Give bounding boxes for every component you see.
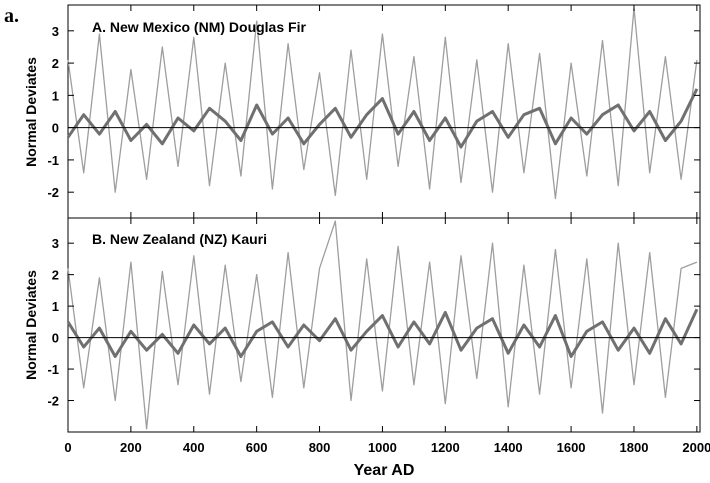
panel-b-y-tick-label: -2 (47, 394, 59, 409)
panel-b-x-tick-label: 1600 (557, 440, 586, 455)
panel-b-y-tick-label: 3 (52, 236, 59, 251)
panel-a-series-annual (67, 7, 698, 200)
panel-a-y-tick-label: 2 (52, 56, 59, 71)
panel-b-x-tick-label: 2000 (682, 440, 710, 455)
panel-b: -2 -1 0 1 2 3 0 200 400 600 800 1000 1200 1400 1600 18… (23, 217, 710, 455)
x-axis-label: Year AD (354, 462, 415, 479)
figure-label: a. (4, 5, 19, 27)
panel-a-series-layer (66, 7, 699, 200)
panel-b-x-tick-label: 600 (246, 440, 268, 455)
panel-b-frame (67, 217, 701, 433)
panel-a-x-ticks (67, 5, 698, 218)
panel-a-y-tick-label: 3 (52, 24, 59, 39)
panel-b-x-tick-label: 1400 (494, 440, 523, 455)
panel-b-y-tick-label: 0 (52, 331, 59, 346)
panel-b-x-ticks: 0 200 400 600 800 1000 1200 1400 1600 1800 2000 (64, 218, 710, 455)
panel-a-y-ticks: -2 -1 0 1 2 3 (47, 24, 700, 200)
panel-a-y-tick-label: 0 (52, 121, 59, 136)
panel-b-x-tick-label: 800 (309, 440, 331, 455)
panel-b-title: B. New Zealand (NZ) Kauri (92, 231, 267, 247)
panel-b-y-axis-label: Normal Deviates (23, 270, 39, 380)
panel-a-y-tick-label: -1 (47, 153, 59, 168)
panel-b-series-layer (66, 220, 699, 430)
panel-a-series-smoothed (66, 88, 699, 149)
panel-b-x-tick-label: 1000 (368, 440, 397, 455)
panel-b-x-tick-label: 1200 (431, 440, 460, 455)
panel-b-x-tick-label: 200 (120, 440, 142, 455)
panel-a-title: A. New Mexico (NM) Douglas Fir (92, 19, 306, 35)
panel-b-y-tick-label: 1 (52, 299, 59, 314)
panel-b-x-tick-label: 1800 (620, 440, 649, 455)
panel-b-y-ticks: -2 -1 0 1 2 3 (47, 236, 700, 409)
panel-b-x-tick-label: 0 (64, 440, 71, 455)
panel-a-y-axis-label: Normal Deviates (23, 57, 39, 167)
panel-a-y-tick-label: -2 (47, 185, 59, 200)
panel-b-y-tick-label: 2 (52, 268, 59, 283)
panel-b-series-smoothed (66, 308, 699, 358)
panel-a-y-tick-label: 1 (52, 88, 59, 103)
panel-b-x-tick-label: 400 (183, 440, 205, 455)
panel-b-y-tick-label: -1 (47, 362, 59, 377)
